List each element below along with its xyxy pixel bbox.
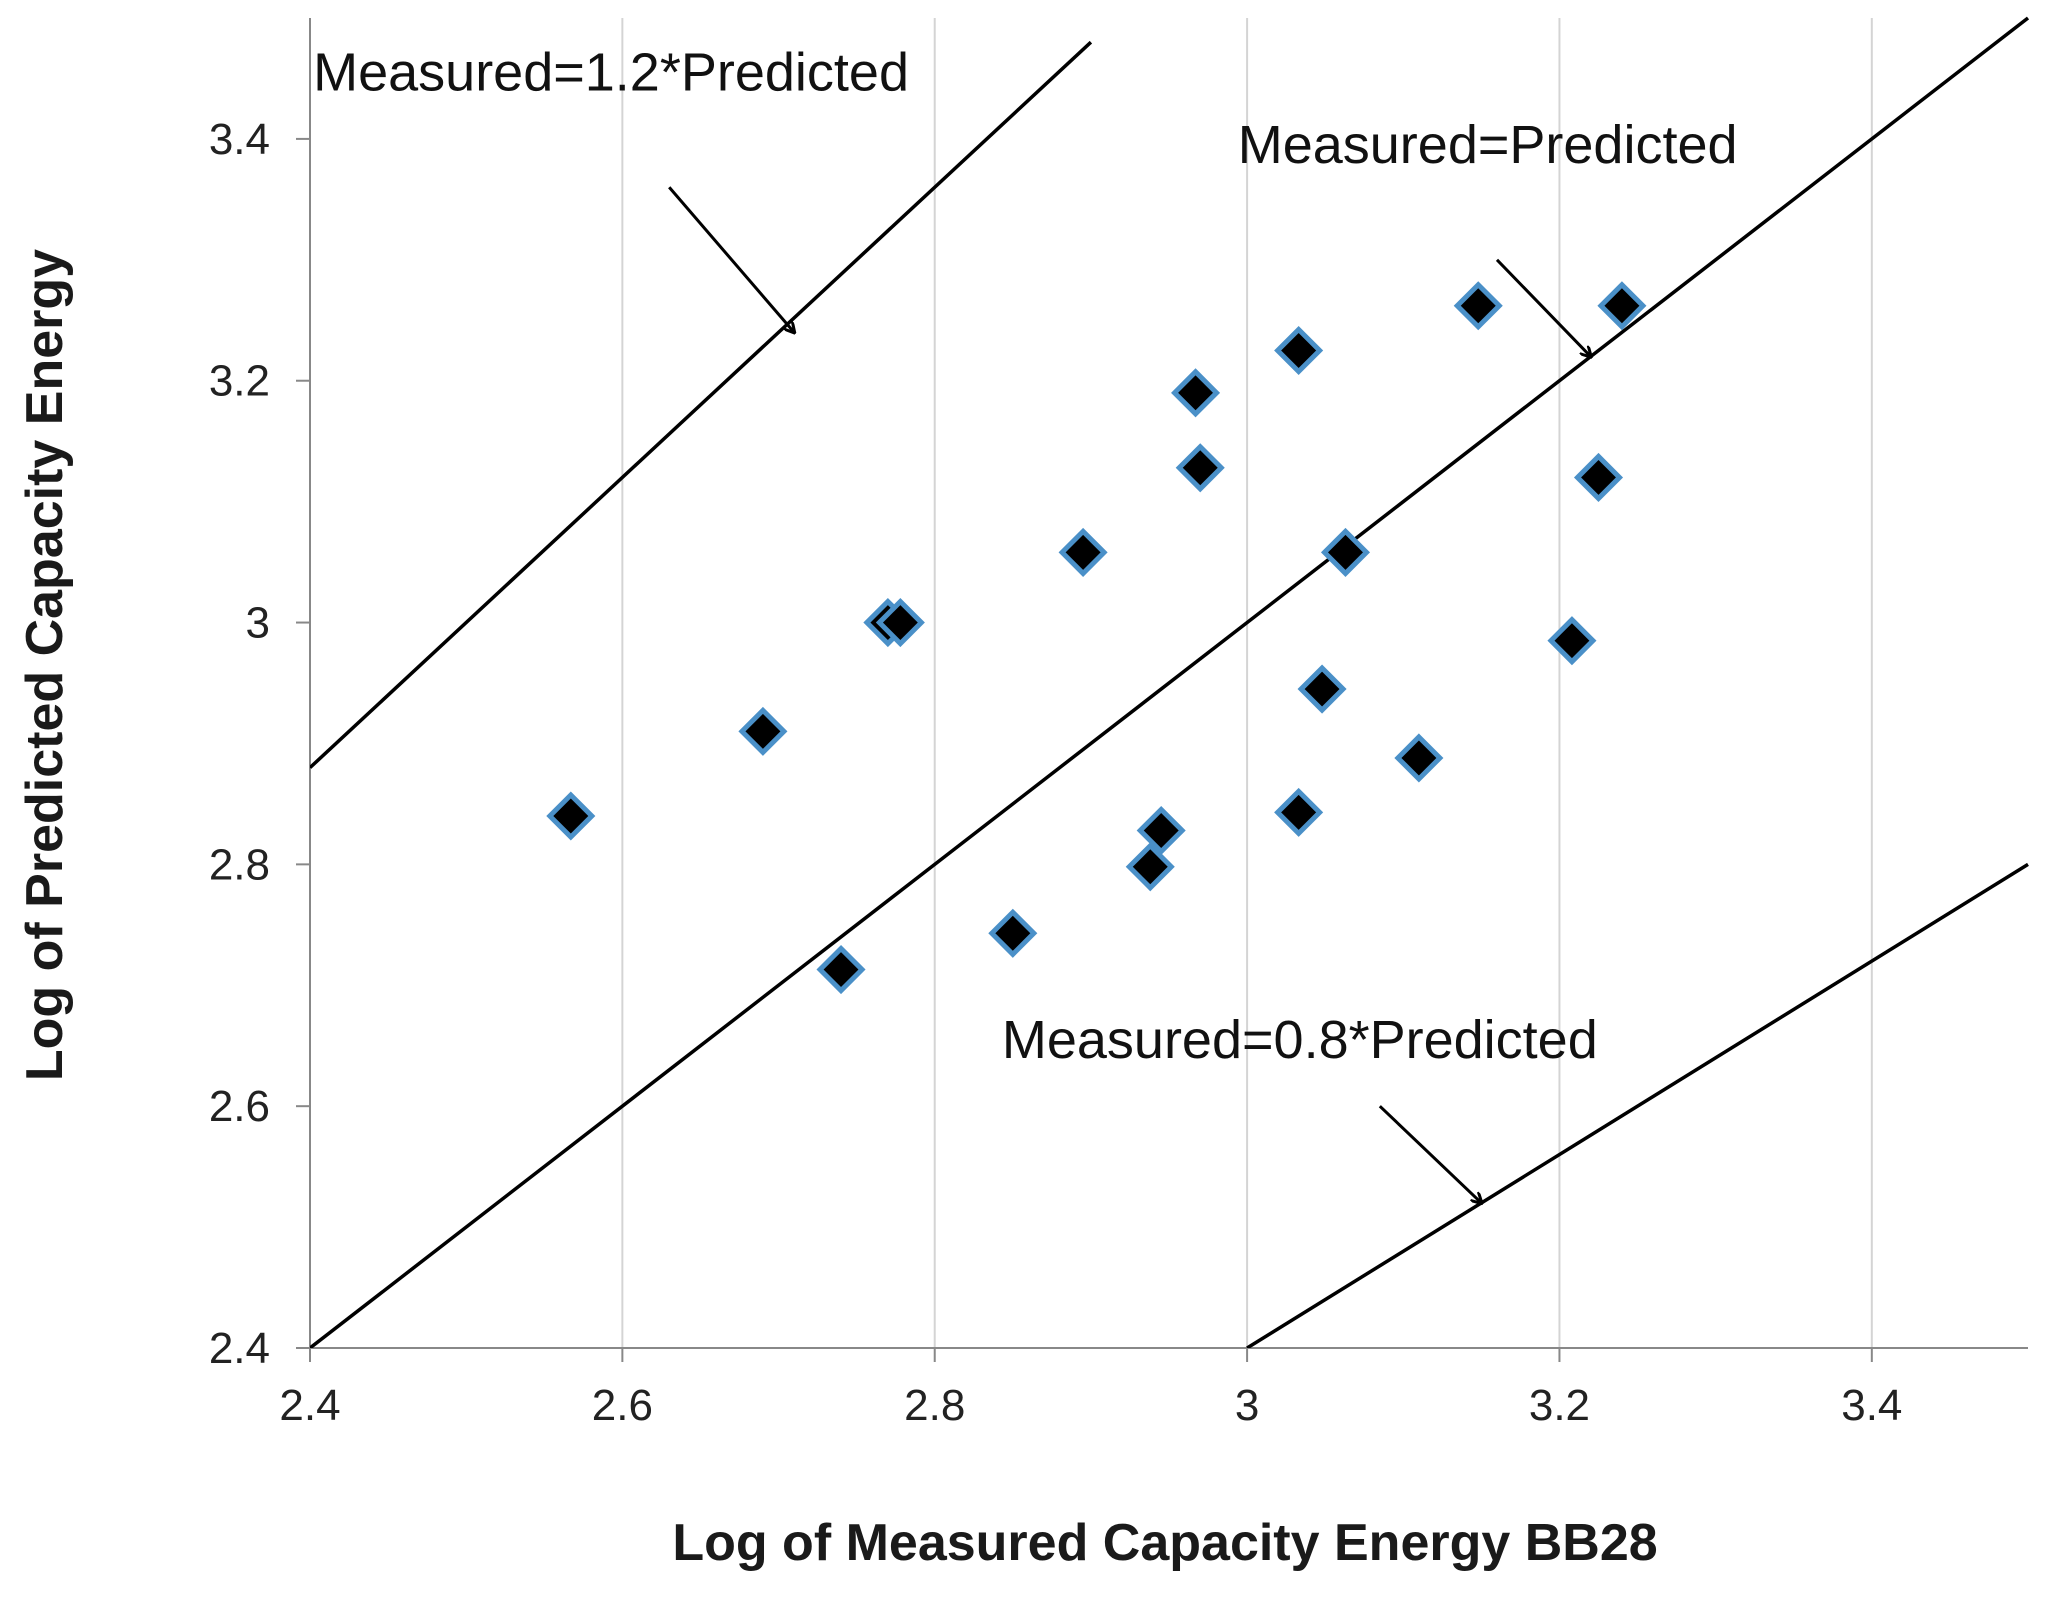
tick-labels: 2.4 2.6 2.8 3 3.2 3.4 2.4 2.6 2.8 3 3.2 3.4	[209, 115, 1903, 1430]
data-point	[1171, 368, 1221, 418]
data-point	[546, 791, 596, 841]
reference-lines	[310, 16, 2030, 1348]
data-point	[1136, 805, 1186, 856]
x-tick-label: 3.4	[1841, 1381, 1902, 1430]
y-tick-label: 2.8	[209, 840, 270, 889]
annotation-arrow	[1378, 1105, 1482, 1203]
data-point	[816, 945, 866, 995]
data-point	[988, 908, 1038, 958]
data-point	[1547, 616, 1597, 666]
data-point	[1274, 787, 1324, 837]
y-tick-label: 2.4	[209, 1324, 270, 1373]
data-point	[875, 598, 925, 648]
annotations: Measured=1.2*Predicted Measured=Predicted…	[313, 43, 1738, 1203]
y-tick-label: 3.2	[209, 357, 270, 406]
data-point	[1394, 733, 1444, 783]
annotation-arrow	[1495, 258, 1591, 357]
data-point	[1297, 664, 1347, 714]
data-point	[1274, 325, 1324, 376]
annotation-arrow	[668, 186, 794, 332]
y-tick-label: 2.6	[209, 1082, 270, 1131]
data-point	[1175, 443, 1225, 493]
x-tick-label: 2.6	[592, 1381, 653, 1430]
reference-line	[1246, 862, 2029, 1348]
data-points	[546, 281, 1647, 995]
x-tick-label: 2.8	[904, 1381, 965, 1430]
y-axis-title: Log of Predicted Capacity Energy	[16, 249, 74, 1081]
reference-line	[310, 40, 1093, 769]
data-point	[1597, 281, 1647, 331]
annotation-label: Measured=Predicted	[1238, 115, 1738, 175]
x-axis-title: Log of Measured Capacity Energy BB28	[672, 1514, 1657, 1572]
y-tick-label: 3.4	[209, 115, 270, 164]
gridlines	[621, 18, 1873, 1348]
annotation-label: Measured=0.8*Predicted	[1002, 1010, 1598, 1070]
axes	[309, 18, 2028, 1349]
annotation-label: Measured=1.2*Predicted	[313, 43, 909, 103]
data-point	[1453, 281, 1503, 331]
reference-line	[310, 16, 2030, 1348]
data-point	[1320, 527, 1371, 577]
x-tick-label: 3	[1235, 1381, 1259, 1430]
data-point	[1573, 452, 1624, 502]
x-tick-label: 3.2	[1529, 1381, 1590, 1430]
data-point	[1058, 527, 1108, 577]
x-tick-label: 2.4	[279, 1381, 340, 1430]
data-point	[1125, 842, 1175, 892]
y-tick-label: 3	[246, 599, 270, 648]
data-point	[738, 706, 788, 756]
